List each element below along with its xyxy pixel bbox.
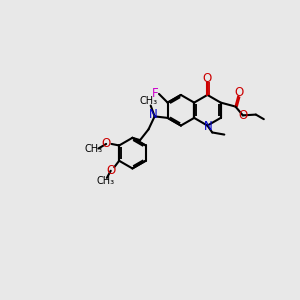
Text: F: F bbox=[152, 87, 159, 100]
Text: O: O bbox=[203, 72, 212, 85]
Text: O: O bbox=[101, 137, 111, 150]
Text: O: O bbox=[238, 109, 248, 122]
Text: N: N bbox=[149, 108, 158, 122]
Text: N: N bbox=[204, 120, 213, 133]
Text: CH₃: CH₃ bbox=[96, 176, 114, 186]
Text: CH₃: CH₃ bbox=[139, 97, 158, 106]
Text: CH₃: CH₃ bbox=[85, 143, 103, 154]
Text: O: O bbox=[106, 164, 116, 177]
Text: O: O bbox=[234, 86, 244, 99]
